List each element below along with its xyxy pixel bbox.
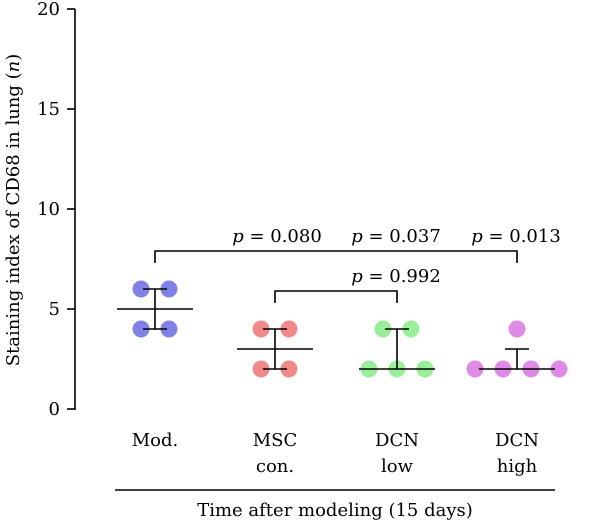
x-category-label: DCN xyxy=(375,430,419,451)
data-point xyxy=(508,320,526,338)
data-point xyxy=(280,360,298,378)
data-point xyxy=(402,320,420,338)
p-value-label-dcn-high: p = 0.013 xyxy=(471,226,561,247)
p-value-label-msc: p = 0.080 xyxy=(232,226,322,247)
data-point xyxy=(280,320,298,338)
y-tick-label: 20 xyxy=(37,0,60,20)
significance-bracket-msc xyxy=(274,290,398,303)
data-point xyxy=(374,320,392,338)
data-point xyxy=(252,320,270,338)
data-point xyxy=(252,360,270,378)
x-category-label: MSC xyxy=(253,430,298,451)
y-axis-title: Staining index of CD68 in lung (n) xyxy=(3,54,24,367)
data-point xyxy=(550,360,568,378)
data-point xyxy=(132,280,150,298)
x-category-label: con. xyxy=(256,456,294,477)
y-tick-label: 0 xyxy=(49,399,60,420)
y-tick-label: 10 xyxy=(37,199,60,220)
data-point xyxy=(160,280,178,298)
y-tick-label: 5 xyxy=(49,299,60,320)
data-groups xyxy=(117,280,568,378)
y-axis-ticks: 0 5 10 15 20 xyxy=(37,0,75,420)
y-tick-label: 15 xyxy=(37,99,60,120)
data-point xyxy=(160,320,178,338)
x-category-label: low xyxy=(381,456,414,477)
x-category-label: DCN xyxy=(495,430,539,451)
significance-bracket-mod xyxy=(154,250,518,263)
x-category-label: high xyxy=(497,456,538,477)
p-value-label-msc-vs-low: p = 0.992 xyxy=(351,266,441,287)
data-point xyxy=(132,320,150,338)
p-value-label-dcn-low: p = 0.037 xyxy=(351,226,441,247)
x-axis-title: Time after modeling (15 days) xyxy=(197,500,473,521)
x-axis-category-labels: Mod. MSC con. DCN low DCN high xyxy=(132,430,539,477)
data-point xyxy=(466,360,484,378)
x-category-label: Mod. xyxy=(132,430,179,451)
